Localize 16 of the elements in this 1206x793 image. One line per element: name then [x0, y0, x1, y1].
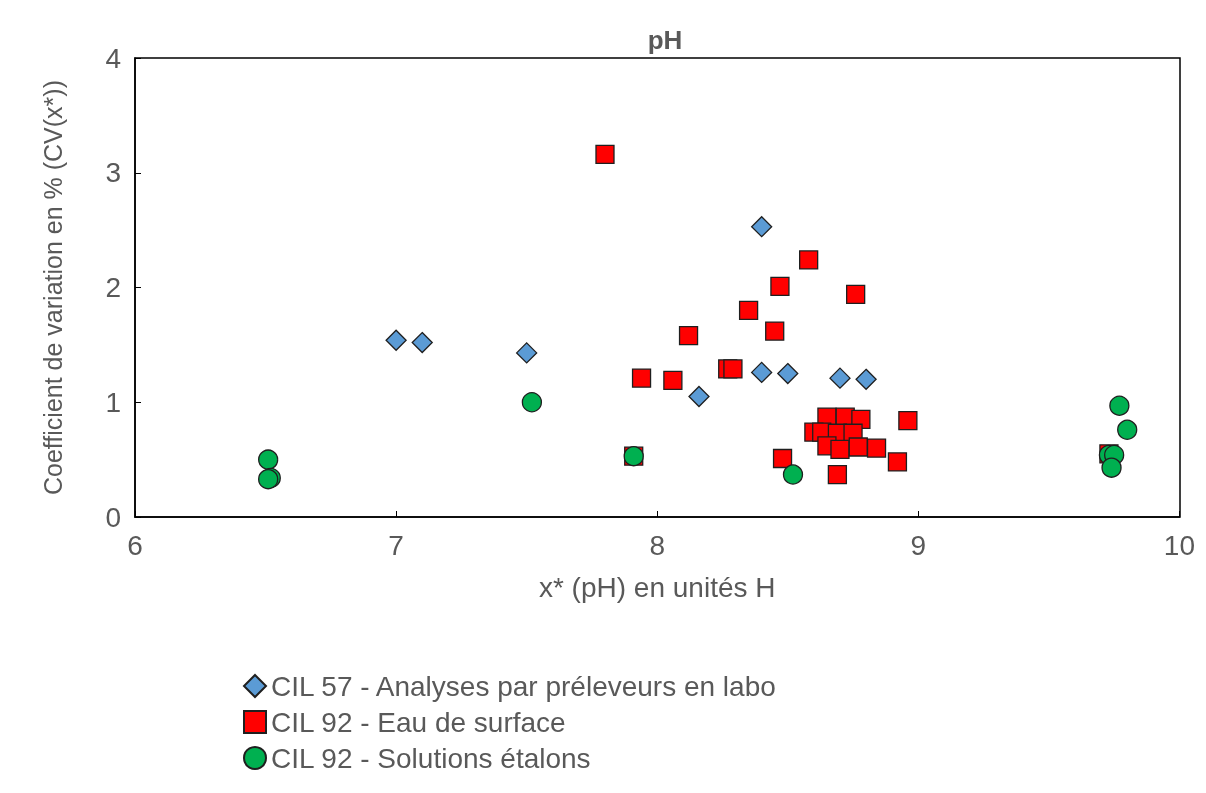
y-tick-label: 0: [105, 501, 121, 533]
y-tick-label: 3: [105, 157, 121, 189]
x-tick-label: 10: [1163, 529, 1196, 561]
legend-label: CIL 57 - Analyses par préleveurs en labo: [271, 670, 776, 702]
y-tick-label: 2: [105, 272, 121, 303]
x-tick-label: 8: [649, 529, 665, 561]
x-axis-title: x* (pH) en unités H: [538, 571, 776, 603]
y-tick-label: 1: [105, 386, 121, 418]
chart-title: pH: [647, 25, 683, 55]
y-tick-label: 4: [105, 42, 121, 74]
y-axis-title: Coefficient de variation en % (CV(x*)): [38, 80, 67, 495]
x-tick-label: 6: [127, 529, 143, 561]
legend-label: CIL 92 - Solutions étalons: [271, 742, 591, 774]
x-tick-label: 9: [910, 529, 927, 561]
x-tick-label: 7: [388, 529, 404, 561]
legend-label: CIL 92 - Eau de surface: [271, 706, 566, 738]
